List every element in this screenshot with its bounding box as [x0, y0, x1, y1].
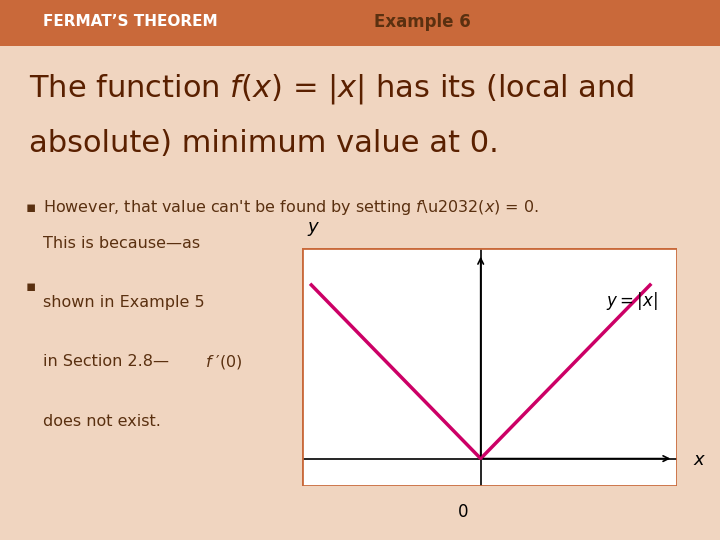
Text: ▪: ▪ [25, 200, 35, 215]
Text: $y = |x|$: $y = |x|$ [606, 289, 657, 312]
Text: FERMAT’S THEOREM: FERMAT’S THEOREM [43, 14, 218, 29]
Text: However, that value can't be found by setting $\it{f}$\u2032($\it{x}$) = 0.: However, that value can't be found by se… [43, 198, 539, 218]
Text: 0: 0 [458, 503, 469, 521]
Text: This is because—as: This is because—as [43, 235, 200, 251]
Text: in Section 2.8—​​​​​​​​​​: in Section 2.8—​​​​​​​​​​ [43, 354, 169, 369]
Text: shown in Example 5: shown in Example 5 [43, 295, 204, 310]
Text: does not exist.: does not exist. [43, 414, 161, 429]
Text: $x$: $x$ [693, 451, 706, 469]
Text: ▪: ▪ [25, 279, 35, 294]
Text: Example 6: Example 6 [374, 12, 471, 31]
Text: $\it{f}$ ′(0): $\it{f}$ ′(0) [205, 353, 243, 371]
FancyBboxPatch shape [0, 0, 720, 46]
Text: The function $\it{f}$($\it{x}$) = |$\it{x}$| has its (local and: The function $\it{f}$($\it{x}$) = |$\it{… [29, 72, 634, 106]
Text: $y$: $y$ [307, 220, 320, 238]
Text: absolute) minimum value at 0.: absolute) minimum value at 0. [29, 129, 498, 158]
